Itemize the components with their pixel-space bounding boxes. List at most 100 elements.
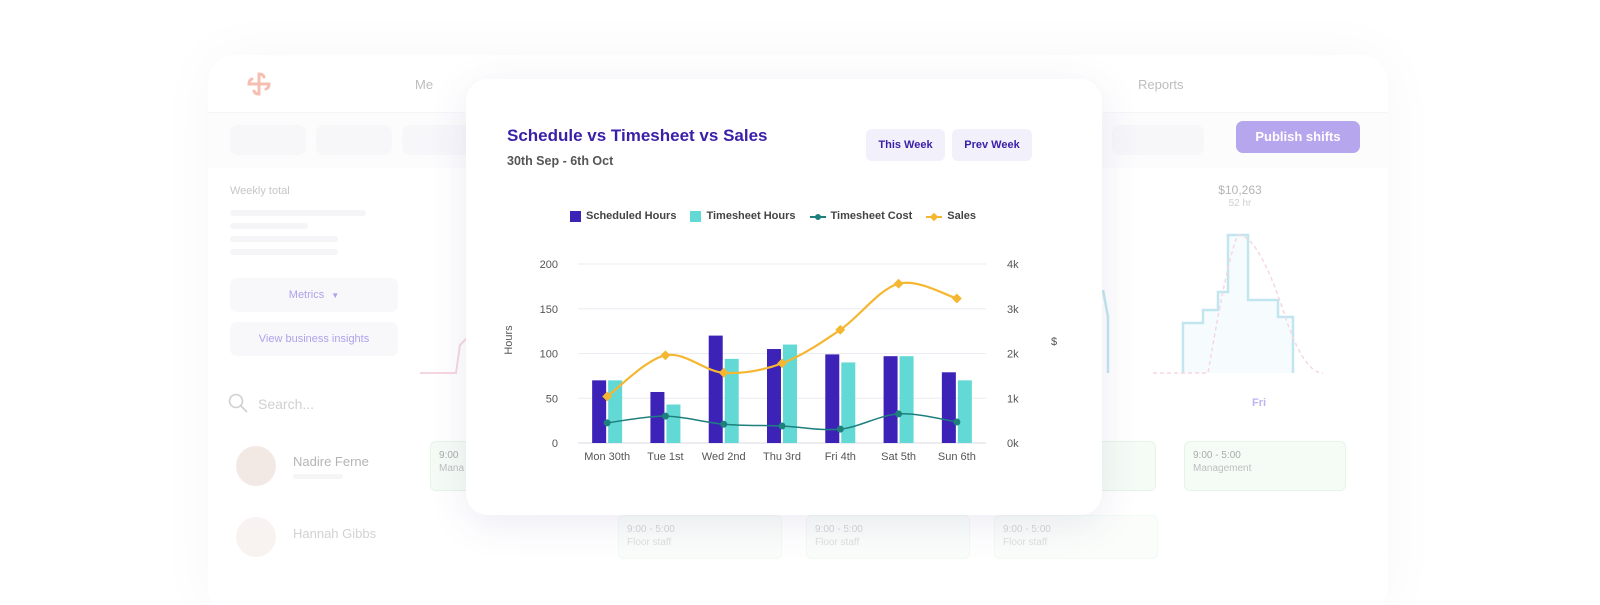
y-tick-label: 0 bbox=[552, 438, 558, 450]
bar-timesheet-hours bbox=[783, 344, 797, 443]
toolbar-pill[interactable] bbox=[316, 125, 392, 155]
legend-swatch bbox=[926, 211, 943, 222]
legend-label: Sales bbox=[947, 210, 976, 222]
avatar bbox=[236, 517, 276, 557]
shift-card[interactable]: 9:00 - 5:00 Floor staff bbox=[618, 515, 782, 559]
legend-label: Timesheet Hours bbox=[706, 210, 796, 222]
x-tick-label: Sat 5th bbox=[881, 451, 916, 463]
y2-tick-label: 4k bbox=[1007, 259, 1019, 271]
bar-scheduled-hours bbox=[825, 354, 840, 443]
shift-card[interactable]: 9:00 - 5:00 Management bbox=[1184, 441, 1346, 491]
shift-role: Floor staff bbox=[815, 537, 860, 548]
search-input[interactable]: Search... bbox=[258, 396, 315, 412]
bar-scheduled-hours bbox=[708, 335, 723, 443]
x-tick-label: Tue 1st bbox=[647, 451, 683, 463]
legend-swatch bbox=[809, 211, 826, 222]
bar-scheduled-hours bbox=[941, 372, 956, 443]
publish-shifts-button[interactable]: Publish shifts bbox=[1236, 121, 1360, 153]
toolbar-pill[interactable] bbox=[402, 125, 478, 155]
combo-chart: 0 50 100 150 200 0k 1k 2k 3k 4k Hours $ Mon 30th Tue … bbox=[503, 259, 1057, 463]
chart-title: Schedule vs Timesheet vs Sales bbox=[507, 126, 768, 145]
shift-card[interactable]: 9:00 Mana bbox=[430, 441, 470, 491]
point-timesheet-cost bbox=[603, 419, 611, 427]
point-timesheet-cost bbox=[836, 425, 844, 433]
search-icon bbox=[228, 393, 248, 413]
shift-role: Floor staff bbox=[1003, 537, 1048, 548]
y2-tick-label: 2k bbox=[1007, 349, 1019, 361]
person-name[interactable]: Hannah Gibbs bbox=[293, 526, 377, 541]
x-tick-label: Fri 4th bbox=[825, 451, 856, 463]
point-timesheet-cost bbox=[661, 412, 669, 420]
y2-tick-label: 1k bbox=[1007, 393, 1019, 405]
point-sales bbox=[777, 358, 787, 369]
bar-scheduled-hours bbox=[883, 356, 898, 443]
brand-logo-icon bbox=[247, 72, 271, 96]
y-tick-label: 150 bbox=[540, 304, 558, 316]
shift-role: Management bbox=[1193, 463, 1252, 474]
metrics-label: Metrics bbox=[288, 289, 325, 301]
toolbar-pill[interactable] bbox=[230, 125, 306, 155]
point-sales bbox=[951, 293, 962, 304]
y-tick-label: 50 bbox=[546, 393, 558, 405]
bar-timesheet-hours bbox=[724, 358, 739, 443]
chart-legend: Scheduled Hours Timesheet Hours Timeshee… bbox=[570, 208, 990, 224]
point-timesheet-cost bbox=[953, 418, 961, 426]
bar-timesheet-hours bbox=[666, 404, 681, 443]
view-business-insights-button[interactable]: View business insights bbox=[230, 322, 398, 356]
avatar bbox=[236, 446, 276, 486]
sparkline-right bbox=[1181, 233, 1295, 373]
placeholder-line bbox=[230, 223, 308, 229]
sparkline-left bbox=[420, 334, 471, 374]
legend-item-timesheet-cost[interactable]: Timesheet Cost bbox=[809, 210, 912, 222]
shift-role: Mana bbox=[439, 463, 465, 474]
day-total-hours: 52 hr bbox=[1228, 198, 1252, 209]
legend-swatch bbox=[570, 210, 581, 222]
day-label: Fri bbox=[1252, 397, 1267, 409]
this-week-button[interactable]: This Week bbox=[866, 129, 945, 161]
shift-card[interactable]: 9:00 - 5:00 Floor staff bbox=[994, 515, 1158, 559]
day-total-amount: $10,263 bbox=[1218, 183, 1262, 197]
placeholder-line bbox=[230, 236, 338, 242]
legend-label: Scheduled Hours bbox=[586, 210, 677, 222]
chart-card: Schedule vs Timesheet vs Sales 30th Sep … bbox=[466, 79, 1102, 515]
nav-reports[interactable]: Reports bbox=[1138, 77, 1184, 92]
legend-item-scheduled-hours[interactable]: Scheduled Hours bbox=[570, 210, 676, 222]
point-sales bbox=[893, 278, 904, 289]
background-sparklines bbox=[420, 233, 1324, 374]
person-name[interactable]: Nadire Ferne bbox=[293, 454, 369, 469]
nav-me[interactable]: Me bbox=[415, 77, 434, 92]
prev-week-button[interactable]: Prev Week bbox=[952, 129, 1032, 161]
y-axis-label: Hours bbox=[503, 325, 515, 355]
shift-card[interactable]: 9:00 - 5:00 Floor staff bbox=[806, 515, 970, 559]
shift-time: 9:00 - 5:00 bbox=[815, 524, 863, 535]
point-sales bbox=[835, 324, 846, 335]
sparkline-mid bbox=[1101, 289, 1110, 373]
point-timesheet-cost bbox=[720, 420, 728, 428]
x-tick-label: Thu 3rd bbox=[763, 451, 801, 463]
caret-down-icon: ▼ bbox=[331, 291, 340, 300]
shift-role: Floor staff bbox=[627, 537, 672, 548]
weekly-total-label: Weekly total bbox=[230, 185, 290, 197]
metrics-dropdown[interactable]: Metrics ▼ bbox=[230, 278, 398, 312]
y2-tick-label: 3k bbox=[1007, 304, 1019, 316]
bar-scheduled-hours bbox=[592, 380, 607, 443]
point-timesheet-cost bbox=[778, 422, 786, 430]
shift-time: 9:00 - 5:00 bbox=[627, 524, 675, 535]
legend-swatch bbox=[690, 210, 702, 222]
bar-timesheet-hours bbox=[841, 362, 856, 443]
y2-tick-label: 0k bbox=[1007, 438, 1019, 450]
bar-timesheet-hours bbox=[957, 380, 972, 443]
shift-time: 9:00 bbox=[439, 450, 459, 461]
legend-item-sales[interactable]: Sales bbox=[926, 210, 976, 222]
placeholder-line bbox=[293, 474, 343, 479]
date-range: 30th Sep - 6th Oct bbox=[507, 154, 614, 168]
x-tick-label: Mon 30th bbox=[584, 451, 630, 463]
toolbar-pill[interactable] bbox=[1112, 125, 1204, 155]
bar-scheduled-hours bbox=[650, 391, 665, 443]
y2-axis-label: $ bbox=[1051, 336, 1057, 348]
shift-time: 9:00 - 5:00 bbox=[1193, 450, 1241, 461]
legend-item-timesheet-hours[interactable]: Timesheet Hours bbox=[690, 210, 796, 222]
point-timesheet-cost bbox=[895, 410, 903, 418]
x-tick-label: Wed 2nd bbox=[702, 451, 746, 463]
